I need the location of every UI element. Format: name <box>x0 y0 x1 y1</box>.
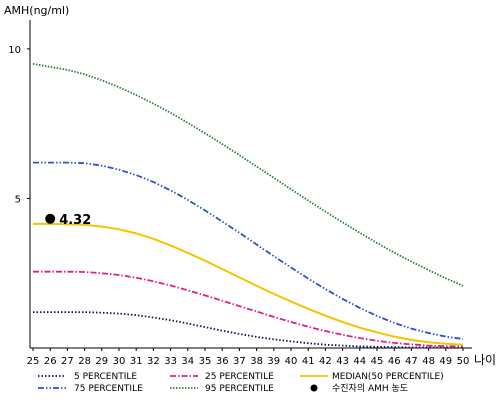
x-tick-label: 47 <box>405 356 418 367</box>
legend-label-3: MEDIAN(50 PERCENTILE) <box>332 372 444 382</box>
x-tick-label: 38 <box>250 356 263 367</box>
series-line-5 <box>32 63 464 287</box>
x-tick-label: 31 <box>130 356 143 367</box>
x-tick-label: 37 <box>233 356 246 367</box>
x-tick-label: 29 <box>95 356 108 367</box>
tick-layer: 5 10 25 26 27 28 29 30 31 32 33 34 35 36 37 38 39 40 41 42 4… <box>8 45 469 367</box>
x-tick-label: 42 <box>319 356 332 367</box>
x-tick-label: 28 <box>78 356 91 367</box>
x-tick-label: 44 <box>353 356 366 367</box>
series-layer <box>32 63 464 349</box>
legend-label-4: 75 PERCENTILE <box>74 384 143 394</box>
legend-label-5: 95 PERCENTILE <box>205 384 274 394</box>
x-tick-label: 30 <box>113 356 126 367</box>
marker-layer: 4.32 <box>45 213 91 228</box>
series-line-2 <box>33 270 464 348</box>
x-tick-label: 41 <box>302 356 315 367</box>
x-tick-label: 45 <box>371 356 384 367</box>
x-tick-label: 36 <box>216 356 229 367</box>
amh-marker-label: 4.32 <box>59 213 91 228</box>
y-axis-label: AMH(ng/ml) <box>4 4 69 17</box>
x-tick-label: 49 <box>439 356 452 367</box>
legend-marker-swatch <box>310 384 318 392</box>
x-tick-label: 35 <box>199 356 212 367</box>
x-axis-label: 나이 <box>474 353 496 367</box>
x-tick-label: 48 <box>422 356 435 367</box>
x-tick-label: 26 <box>44 356 57 367</box>
legend: 5 PERCENTILE 25 PERCENTILE MEDIAN(50 PERCE… <box>38 372 444 394</box>
amh-marker-point <box>45 213 56 224</box>
y-tick-label: 10 <box>8 45 21 56</box>
x-tick-label: 34 <box>181 356 194 367</box>
x-tick-label: 46 <box>388 356 401 367</box>
series-line-4 <box>33 161 464 340</box>
x-tick-label: 39 <box>267 356 280 367</box>
x-tick-label: 33 <box>164 356 177 367</box>
x-tick-label: 32 <box>147 356 160 367</box>
x-tick-label: 25 <box>27 356 40 367</box>
x-tick-label: 40 <box>285 356 298 367</box>
series-line-1 <box>33 311 463 349</box>
series-line-3 <box>33 222 464 346</box>
x-tick-label: 27 <box>61 356 74 367</box>
legend-label-2: 25 PERCENTILE <box>205 372 274 382</box>
legend-label-1: 5 PERCENTILE <box>74 372 137 382</box>
legend-marker-label: 수진자의 AMH 농도 <box>332 383 408 394</box>
x-tick-label: 43 <box>336 356 349 367</box>
x-tick-label: 50 <box>457 356 470 367</box>
y-tick-label: 5 <box>15 194 21 205</box>
